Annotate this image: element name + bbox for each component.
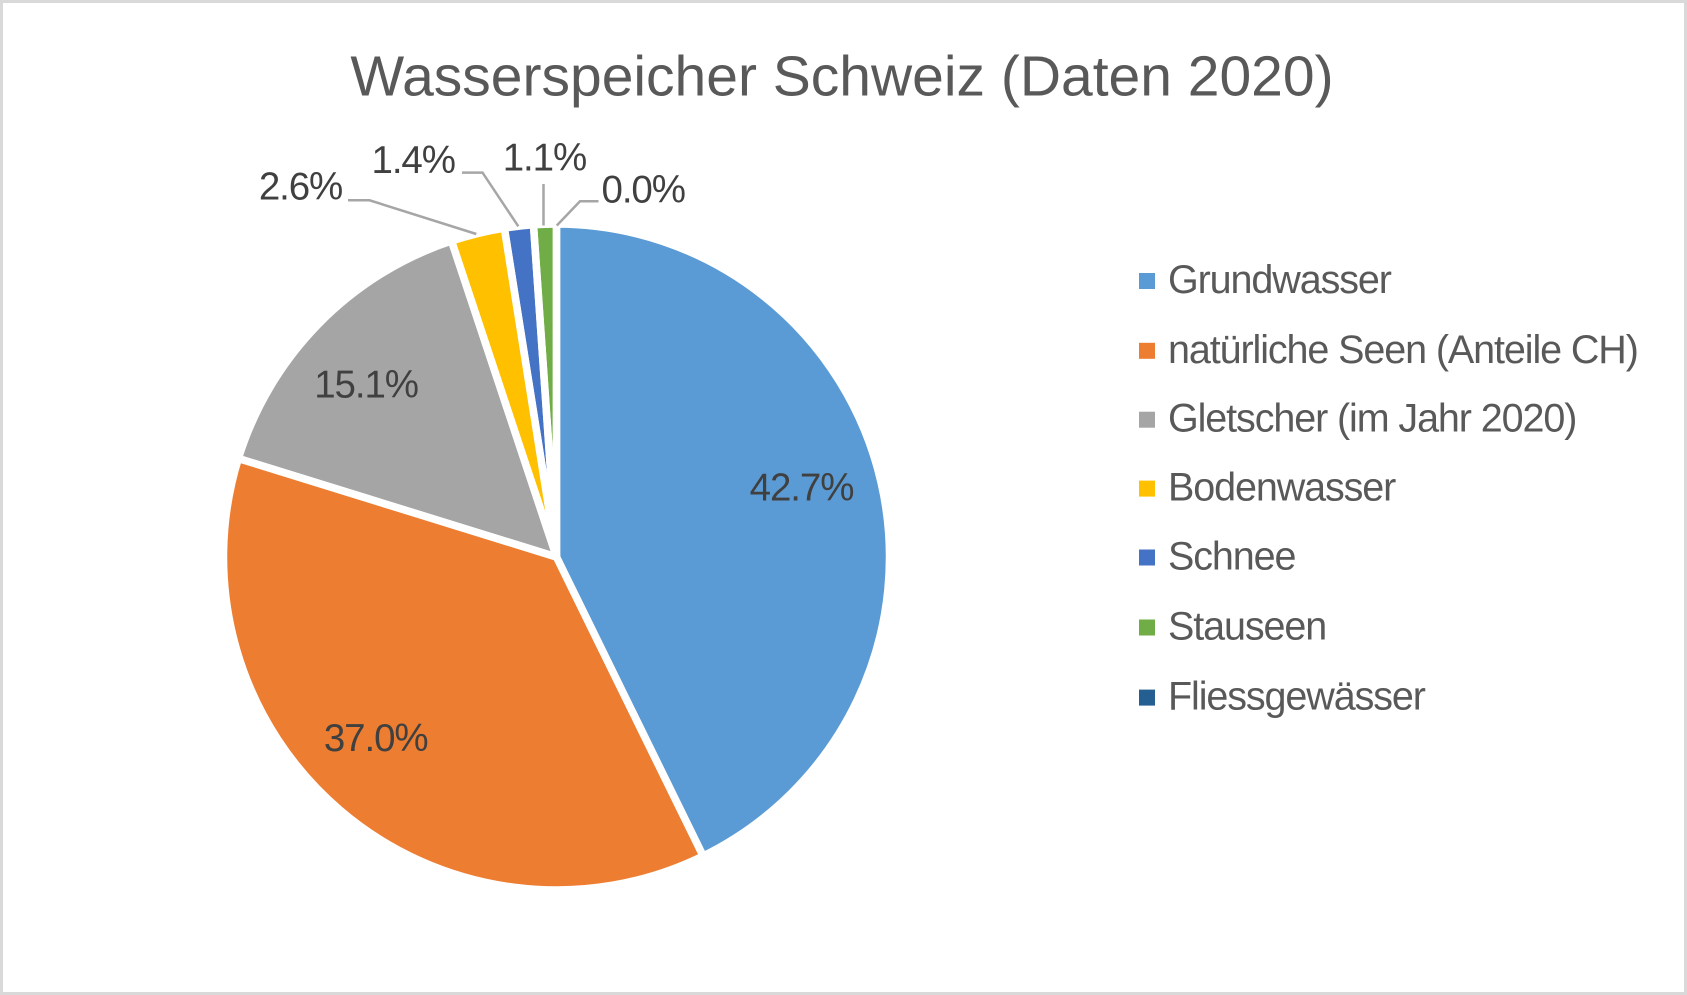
svg-text:2.6%: 2.6%	[259, 165, 342, 208]
svg-text:Fliessgewässer: Fliessgewässer	[1168, 675, 1426, 719]
svg-text:Grundwasser: Grundwasser	[1168, 258, 1392, 302]
svg-text:Wasserspeicher Schweiz (Daten: Wasserspeicher Schweiz (Daten 2020)	[350, 45, 1333, 109]
svg-text:Schnee: Schnee	[1168, 535, 1296, 579]
svg-text:Stauseen: Stauseen	[1168, 605, 1326, 649]
svg-text:42.7%: 42.7%	[750, 467, 854, 510]
svg-text:natürliche Seen (Anteile CH): natürliche Seen (Anteile CH)	[1168, 328, 1638, 372]
svg-text:Bodenwasser: Bodenwasser	[1168, 466, 1396, 510]
svg-text:Gletscher (im Jahr 2020): Gletscher (im Jahr 2020)	[1168, 397, 1576, 441]
svg-text:15.1%: 15.1%	[314, 363, 418, 406]
svg-text:37.0%: 37.0%	[324, 717, 428, 760]
svg-text:1.1%: 1.1%	[503, 136, 586, 179]
svg-text:1.4%: 1.4%	[372, 139, 455, 182]
svg-text:0.0%: 0.0%	[602, 169, 685, 212]
